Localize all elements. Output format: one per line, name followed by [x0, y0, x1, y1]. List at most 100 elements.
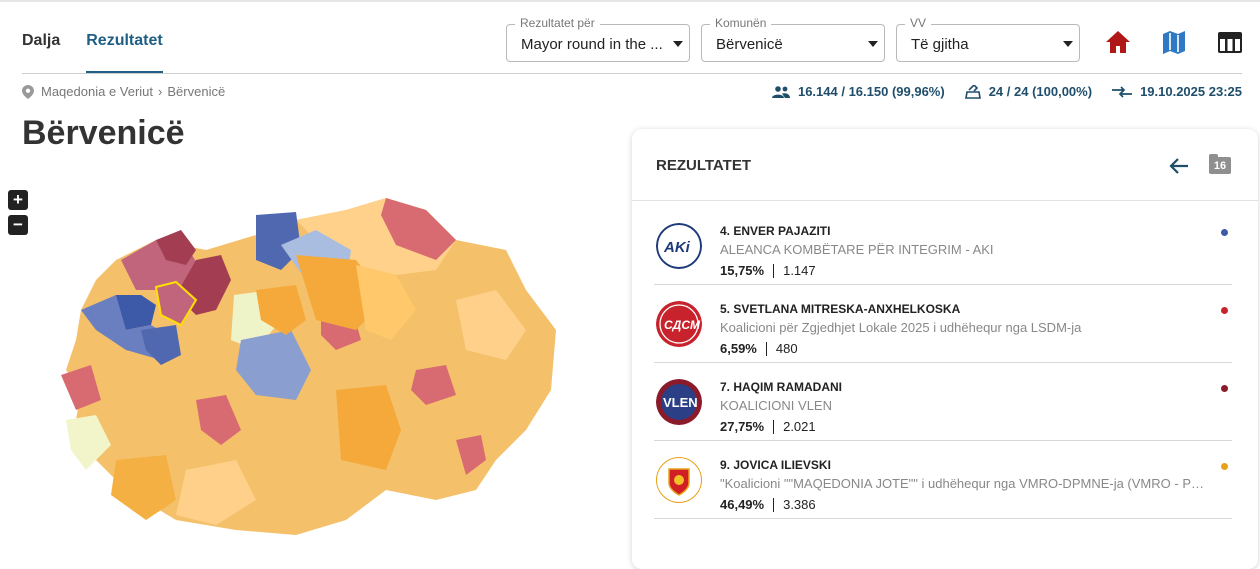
breadcrumb-current: Bërvenicë [167, 84, 226, 99]
page-title: Bërvenicë [22, 114, 185, 152]
candidate-row[interactable]: СДСМ 5. SVETLANA MITRESKA-ANXHELKOSKA Ko… [654, 285, 1232, 363]
arrow-left-icon[interactable] [1168, 155, 1190, 177]
candidate-percent: 46,49% [720, 497, 765, 512]
top-bar: Dalja Rezultatet Rezultatet për Mayor ro… [0, 0, 1260, 74]
map-region[interactable] [141, 325, 181, 365]
stats-bar: 16.144 / 16.150 (99,96%) 24 / 24 (100,00… [752, 84, 1242, 99]
updated-stat: 19.10.2025 23:25 [1112, 84, 1242, 99]
result-separator [773, 497, 775, 512]
candidate-votes: 1.147 [783, 263, 816, 278]
municipality-value: Bërvenicë [716, 36, 783, 53]
candidate-row[interactable]: 9. JOVICA ILIEVSKI "Koalicioni ""MAQEDON… [654, 441, 1232, 519]
sdsm-logo: СДСМ [656, 301, 702, 347]
results-for-label: Rezultatet për [515, 16, 600, 30]
polling-station-label: VV [905, 16, 932, 30]
candidate-row[interactable]: VLEN 7. HAQIM RAMADANI KOALICIONI VLEN 2… [654, 363, 1232, 441]
map-icon[interactable] [1160, 28, 1188, 56]
map-region[interactable] [61, 365, 101, 410]
candidate-votes: 2.021 [783, 419, 816, 434]
candidate-result: 27,75% 2.021 [720, 419, 816, 434]
tab-bar: Dalja Rezultatet [22, 22, 189, 74]
stations-stat: 24 / 24 (100,00%) [964, 84, 1093, 99]
chevron-down-icon [1063, 41, 1073, 47]
map-region[interactable] [156, 230, 196, 265]
people-icon [771, 85, 790, 98]
sync-arrows-icon [1112, 85, 1133, 98]
map-region[interactable] [381, 198, 456, 260]
panel-title: REZULTATET [656, 157, 751, 174]
candidate-party: KOALICIONI VLEN [720, 398, 832, 413]
map-region-selected[interactable] [154, 280, 198, 327]
turnout-stat: 16.144 / 16.150 (99,96%) [771, 84, 945, 99]
panel-header: REZULTATET 16 [632, 129, 1258, 201]
candidate-percent: 15,75% [720, 263, 765, 278]
map-region[interactable] [411, 365, 456, 405]
aki-logo: AKi [656, 223, 702, 269]
stations-value: 24 / 24 (100,00%) [988, 84, 1093, 99]
breadcrumb: Maqedonia e Veriut › Bërvenicë [22, 84, 225, 99]
result-separator [765, 341, 767, 356]
map-region[interactable] [456, 435, 486, 475]
svg-text:СДСМ: СДСМ [664, 318, 701, 332]
map-region[interactable] [336, 385, 401, 470]
vmro-logo [656, 457, 702, 503]
chevron-right-icon: › [158, 84, 163, 99]
candidate-party: "Koalicioni ""MAQEDONIA JOTE"" i udhëheq… [720, 476, 1210, 491]
home-icon[interactable] [1104, 28, 1132, 56]
candidate-name: 7. HAQIM RAMADANI [720, 380, 842, 394]
map-region[interactable] [236, 330, 311, 400]
header-divider [22, 73, 1242, 74]
municipality-label: Komunën [710, 16, 772, 30]
candidate-party: ALEANCA KOMBËTARE PËR INTEGRIM - AKI [720, 242, 994, 257]
breadcrumb-root[interactable]: Maqedonia e Veriut [41, 84, 154, 99]
party-color-dot [1221, 385, 1228, 392]
results-for-select[interactable]: Rezultatet për Mayor round in the ... [506, 16, 690, 62]
top-border [0, 0, 1260, 2]
map-region[interactable] [256, 285, 306, 335]
municipality-select[interactable]: Komunën Bërvenicë [701, 16, 885, 62]
result-separator [773, 263, 775, 278]
results-panel: REZULTATET 16 AKi 4. ENVER PAJAZITI ALEA… [632, 129, 1258, 569]
map-region[interactable] [176, 460, 256, 525]
result-separator [773, 419, 775, 434]
chevron-down-icon [673, 41, 683, 47]
svg-text:VLEN: VLEN [663, 395, 698, 410]
polling-station-select[interactable]: VV Të gjitha [896, 16, 1080, 62]
chevron-down-icon [868, 41, 878, 47]
location-pin-icon [22, 84, 34, 99]
party-color-dot [1221, 229, 1228, 236]
vlen-logo: VLEN [656, 379, 702, 425]
municipality-map[interactable] [56, 190, 566, 540]
candidate-result: 6,59% 480 [720, 341, 798, 356]
zoom-in-button[interactable]: + [8, 190, 28, 210]
turnout-value: 16.144 / 16.150 (99,96%) [797, 84, 945, 99]
results-for-value: Mayor round in the ... [521, 36, 663, 53]
candidate-result: 46,49% 3.386 [720, 497, 816, 512]
tab-dalja[interactable]: Dalja [22, 32, 61, 49]
candidate-row[interactable]: AKi 4. ENVER PAJAZITI ALEANCA KOMBËTARE … [654, 207, 1232, 285]
candidate-name: 9. JOVICA ILIEVSKI [720, 458, 831, 472]
map-region[interactable] [111, 455, 176, 520]
candidate-percent: 6,59% [720, 341, 757, 356]
table-icon[interactable] [1216, 28, 1244, 56]
count-badge[interactable]: 16 [1209, 154, 1231, 174]
candidate-votes: 480 [775, 341, 798, 356]
candidate-percent: 27,75% [720, 419, 765, 434]
party-color-dot [1221, 307, 1228, 314]
candidate-result: 15,75% 1.147 [720, 263, 816, 278]
map-region[interactable] [356, 265, 416, 340]
ballot-box-icon [964, 84, 981, 99]
candidate-votes: 3.386 [783, 497, 816, 512]
candidate-name: 5. SVETLANA MITRESKA-ANXHELKOSKA [720, 302, 961, 316]
zoom-out-button[interactable]: − [8, 215, 28, 235]
candidate-name: 4. ENVER PAJAZITI [720, 224, 831, 238]
map-region[interactable] [456, 290, 526, 360]
candidate-party: Koalicioni për Zgjedhjet Lokale 2025 i u… [720, 320, 1082, 335]
tab-rezultatet[interactable]: Rezultatet [86, 22, 164, 74]
updated-value: 19.10.2025 23:25 [1140, 84, 1242, 99]
svg-text:AKi: AKi [663, 239, 691, 256]
polling-station-value: Të gjitha [911, 36, 969, 53]
map-region[interactable] [66, 415, 111, 470]
map-region[interactable] [196, 395, 241, 445]
party-color-dot [1221, 463, 1228, 470]
